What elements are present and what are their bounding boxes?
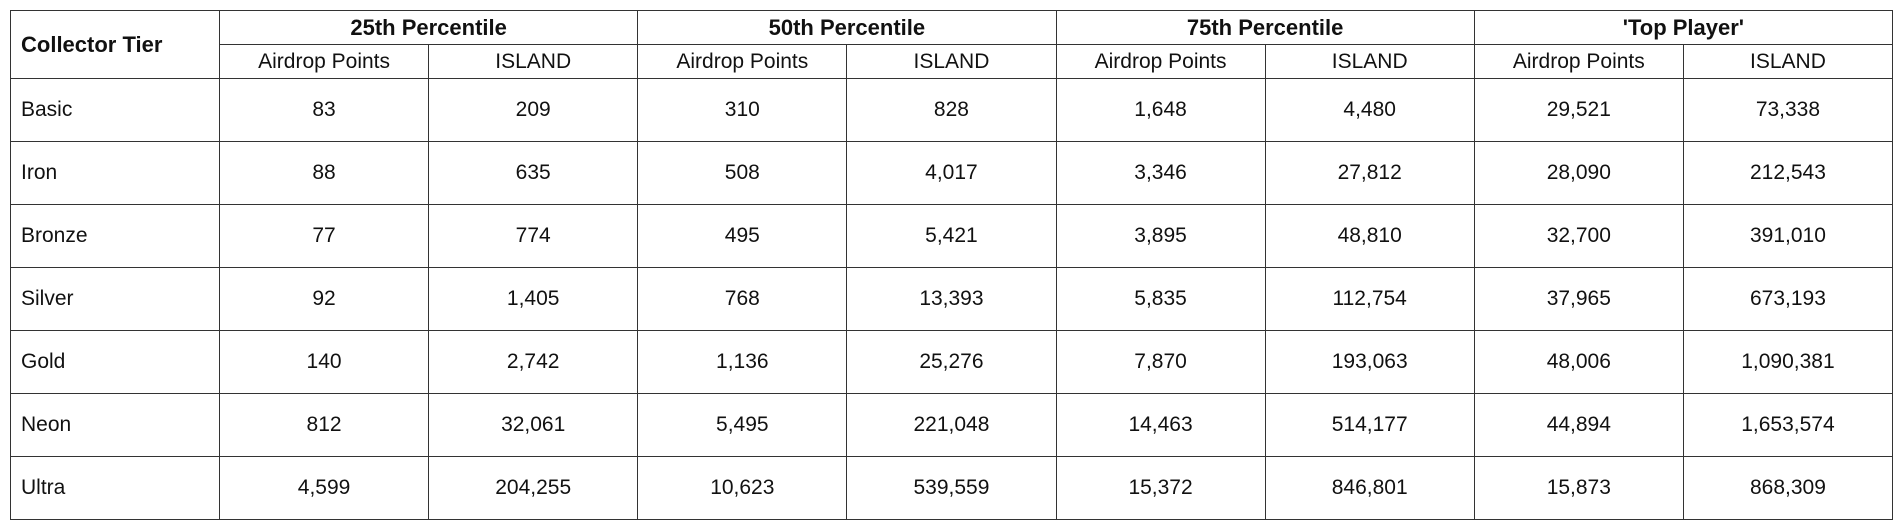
tier-cell: Silver [10,267,220,331]
value-cell: 48,006 [1473,330,1684,394]
group-header: 75th Percentile [1055,10,1475,45]
value-cell: 4,480 [1264,78,1475,142]
table-body: Basic 83 209 310 828 1,648 4,480 29,521 73,338 Ir… [10,78,1894,520]
tier-cell: Neon [10,393,220,457]
value-cell: 37,965 [1473,267,1684,331]
value-cell: 140 [218,330,430,394]
group-header: 50th Percentile [637,10,1057,45]
value-cell: 1,405 [428,267,639,331]
value-cell: 27,812 [1264,141,1475,205]
value-cell: 1,136 [637,330,848,394]
value-cell: 846,801 [1264,456,1475,520]
value-cell: 28,090 [1473,141,1684,205]
value-cell: 204,255 [428,456,639,520]
tier-cell: Ultra [10,456,220,520]
value-cell: 673,193 [1682,267,1894,331]
table-row: Ultra 4,599 204,255 10,623 539,559 15,372 846,… [10,456,1894,520]
value-cell: 5,421 [846,204,1057,268]
value-cell: 391,010 [1682,204,1894,268]
value-cell: 15,873 [1473,456,1684,520]
value-cell: 774 [428,204,639,268]
value-cell: 25,276 [846,330,1057,394]
table-row: Gold 140 2,742 1,136 25,276 7,870 193,063 48,00… [10,330,1894,394]
value-cell: 1,648 [1055,78,1266,142]
value-cell: 77 [218,204,430,268]
column-header: Airdrop Points [637,44,848,79]
value-cell: 868,309 [1682,456,1894,520]
value-cell: 10,623 [637,456,848,520]
table-head: Collector Tier 25th Percentile 50th Percen… [10,10,1894,79]
value-cell: 768 [637,267,848,331]
value-cell: 1,090,381 [1682,330,1894,394]
value-cell: 14,463 [1055,393,1266,457]
tier-cell: Bronze [10,204,220,268]
value-cell: 4,017 [846,141,1057,205]
table-row: Basic 83 209 310 828 1,648 4,480 29,521 73,338 [10,78,1894,142]
value-cell: 3,346 [1055,141,1266,205]
value-cell: 310 [637,78,848,142]
table-row: Silver 92 1,405 768 13,393 5,835 112,754 37,965… [10,267,1894,331]
value-cell: 508 [637,141,848,205]
value-cell: 5,835 [1055,267,1266,331]
value-cell: 209 [428,78,639,142]
percentile-table: Collector Tier 25th Percentile 50th Percen… [10,10,1894,520]
value-cell: 812 [218,393,430,457]
corner-header: Collector Tier [10,10,220,79]
value-cell: 92 [218,267,430,331]
value-cell: 32,061 [428,393,639,457]
column-header: ISLAND [1264,44,1475,79]
value-cell: 212,543 [1682,141,1894,205]
subheader-row: Airdrop Points ISLAND Airdrop Points ISLAND… [11,44,1894,79]
group-header: 25th Percentile [218,10,639,45]
column-header: Airdrop Points [1473,44,1684,79]
value-cell: 828 [846,78,1057,142]
value-cell: 15,372 [1055,456,1266,520]
value-cell: 29,521 [1473,78,1684,142]
value-cell: 2,742 [428,330,639,394]
value-cell: 32,700 [1473,204,1684,268]
value-cell: 1,653,574 [1682,393,1894,457]
table-row: Neon 812 32,061 5,495 221,048 14,463 514,177 44… [10,393,1894,457]
value-cell: 221,048 [846,393,1057,457]
column-header: ISLAND [428,44,639,79]
value-cell: 635 [428,141,639,205]
group-header: 'Top Player' [1473,10,1894,45]
value-cell: 48,810 [1264,204,1475,268]
value-cell: 44,894 [1473,393,1684,457]
value-cell: 13,393 [846,267,1057,331]
value-cell: 193,063 [1264,330,1475,394]
value-cell: 83 [218,78,430,142]
table-row: Bronze 77 774 495 5,421 3,895 48,810 32,700 391,… [10,204,1894,268]
value-cell: 5,495 [637,393,848,457]
column-header: ISLAND [846,44,1057,79]
value-cell: 495 [637,204,848,268]
tier-cell: Gold [10,330,220,394]
value-cell: 514,177 [1264,393,1475,457]
value-cell: 88 [218,141,430,205]
header-row: Collector Tier 25th Percentile 50th Percen… [10,10,1894,79]
tier-cell: Iron [10,141,220,205]
value-cell: 539,559 [846,456,1057,520]
column-header: Airdrop Points [1055,44,1266,79]
value-cell: 4,599 [218,456,430,520]
column-header: ISLAND [1682,44,1894,79]
column-header: Airdrop Points [218,44,430,79]
value-cell: 73,338 [1682,78,1894,142]
value-cell: 7,870 [1055,330,1266,394]
table-row: Iron 88 635 508 4,017 3,346 27,812 28,090 212,54… [10,141,1894,205]
value-cell: 3,895 [1055,204,1266,268]
value-cell: 112,754 [1264,267,1475,331]
tier-cell: Basic [10,78,220,142]
